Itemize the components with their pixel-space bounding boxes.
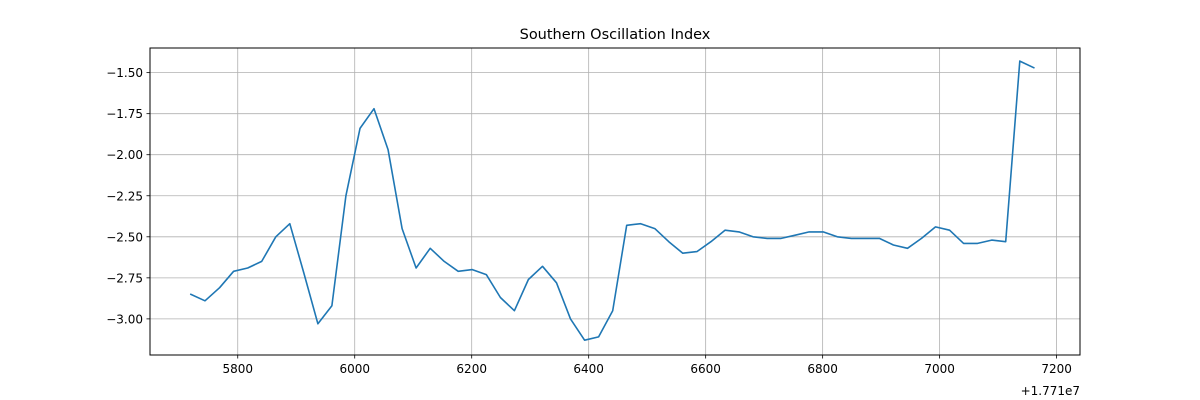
x-tick-label: 7000 — [924, 362, 955, 376]
y-tick-label: −1.75 — [106, 107, 143, 121]
chart-title: Southern Oscillation Index — [520, 27, 711, 43]
plot-frame — [149, 47, 1081, 356]
x-offset-label: +1.771e7 — [1021, 384, 1080, 398]
y-tick-label: −2.50 — [106, 230, 143, 244]
x-tick-label: 6000 — [339, 362, 370, 376]
y-tick-label: −1.50 — [106, 66, 143, 80]
y-axis: −1.50 −1.75 −2.00 −2.25 −2.50 −2.75 −3.00 — [106, 66, 150, 326]
x-tick-label: 6800 — [807, 362, 838, 376]
y-tick-label: −2.00 — [106, 148, 143, 162]
x-tick-label: 6600 — [690, 362, 721, 376]
x-tick-label: 6200 — [456, 362, 487, 376]
y-tick-label: −2.25 — [106, 189, 143, 203]
x-tick-label: 5800 — [222, 362, 253, 376]
x-axis: 5800 6000 6200 6400 6600 6800 7000 7200 — [222, 355, 1072, 376]
series-layer — [189, 60, 1035, 342]
x-tick-label: 7200 — [1041, 362, 1072, 376]
y-tick-label: −2.75 — [106, 271, 143, 285]
series-line — [189, 60, 1035, 342]
y-tick-label: −3.00 — [106, 312, 143, 326]
x-tick-label: 6400 — [573, 362, 604, 376]
